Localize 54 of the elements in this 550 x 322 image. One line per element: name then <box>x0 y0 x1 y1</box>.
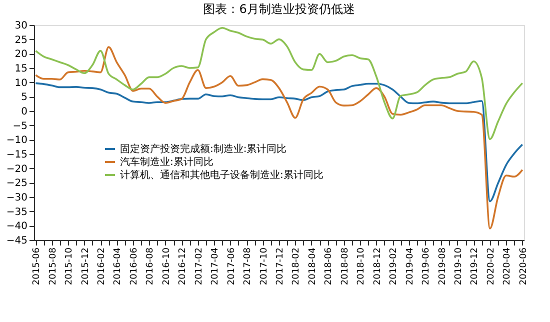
y-tick-label: −45 <box>6 236 28 246</box>
x-tick-label: 2017-08 <box>243 247 254 286</box>
x-tick-label: 2017-10 <box>259 247 270 286</box>
x-tick-label: 2019-02 <box>389 248 400 286</box>
y-tick-label: 15 <box>14 64 28 74</box>
x-tick-label: 2018-04 <box>308 247 318 286</box>
y-tick-label: −30 <box>6 192 28 204</box>
x-tick-label: 2017-06 <box>226 247 237 286</box>
x-tick-label: 2015-12 <box>80 248 91 286</box>
x-tick-label: 2017-02 <box>194 248 204 286</box>
x-tick-label: 2017-04 <box>210 247 221 286</box>
x-tick-label: 2017-12 <box>276 248 286 286</box>
legend-label: 计算机、通信和其他电子设备制造业:累计同比 <box>120 169 324 181</box>
y-tick-label: 25 <box>14 34 28 46</box>
x-tick-label: 2016-06 <box>129 247 140 286</box>
x-tick-label: 2018-10 <box>356 247 367 286</box>
x-tick-label: 2020-04 <box>502 247 513 286</box>
x-tick-label: 2019-04 <box>405 247 416 286</box>
x-tick-label: 2019-08 <box>438 247 448 286</box>
x-tick-label: 2016-04 <box>113 247 124 286</box>
y-tick-label: 5 <box>21 92 28 104</box>
legend-label: 固定资产投资完成额:制造业:累计同比 <box>120 143 287 155</box>
y-tick-label: 10 <box>14 78 28 89</box>
x-tick-label: 2019-06 <box>422 247 432 286</box>
y-tick-label: −35 <box>6 206 28 218</box>
x-tick-label: 2020-06 <box>518 247 529 286</box>
y-tick-label: 20 <box>14 49 28 60</box>
line-series <box>34 26 524 140</box>
x-tick-label: 2019-12 <box>470 248 480 286</box>
x-tick-label: 2019-10 <box>454 247 464 286</box>
y-tick-label: −40 <box>6 221 28 232</box>
line-series <box>34 46 524 230</box>
x-tick-label: 2015-06 <box>32 247 42 286</box>
y-tick-label: −10 <box>6 135 28 146</box>
y-tick-label: −15 <box>6 150 28 160</box>
x-tick-label: 2020-02 <box>486 248 496 286</box>
x-tick-label: 2016-12 <box>178 248 188 286</box>
x-tick-label: 2016-02 <box>97 248 108 286</box>
x-tick-label: 2015-10 <box>64 247 75 286</box>
x-tick-label: 2016-10 <box>162 247 172 286</box>
y-tick-label: 30 <box>14 20 28 32</box>
x-tick-label: 2016-08 <box>146 247 156 286</box>
x-tick-label: 2018-02 <box>292 248 302 286</box>
y-tick-label: −5 <box>12 120 28 132</box>
y-tick-label: 0 <box>21 106 28 118</box>
y-tick-label: −25 <box>6 178 28 190</box>
x-tick-label: 2018-08 <box>340 247 350 286</box>
y-tick-label: −20 <box>6 164 28 175</box>
x-tick-label: 2015-08 <box>48 247 58 286</box>
chart-title: 图表：6月制造业投资仍低迷 <box>203 2 355 16</box>
legend-label: 汽车制造业:累计同比 <box>120 156 214 168</box>
x-tick-label: 2018-06 <box>324 247 334 286</box>
x-tick-label: 2018-12 <box>372 248 383 286</box>
line-series <box>34 82 524 202</box>
